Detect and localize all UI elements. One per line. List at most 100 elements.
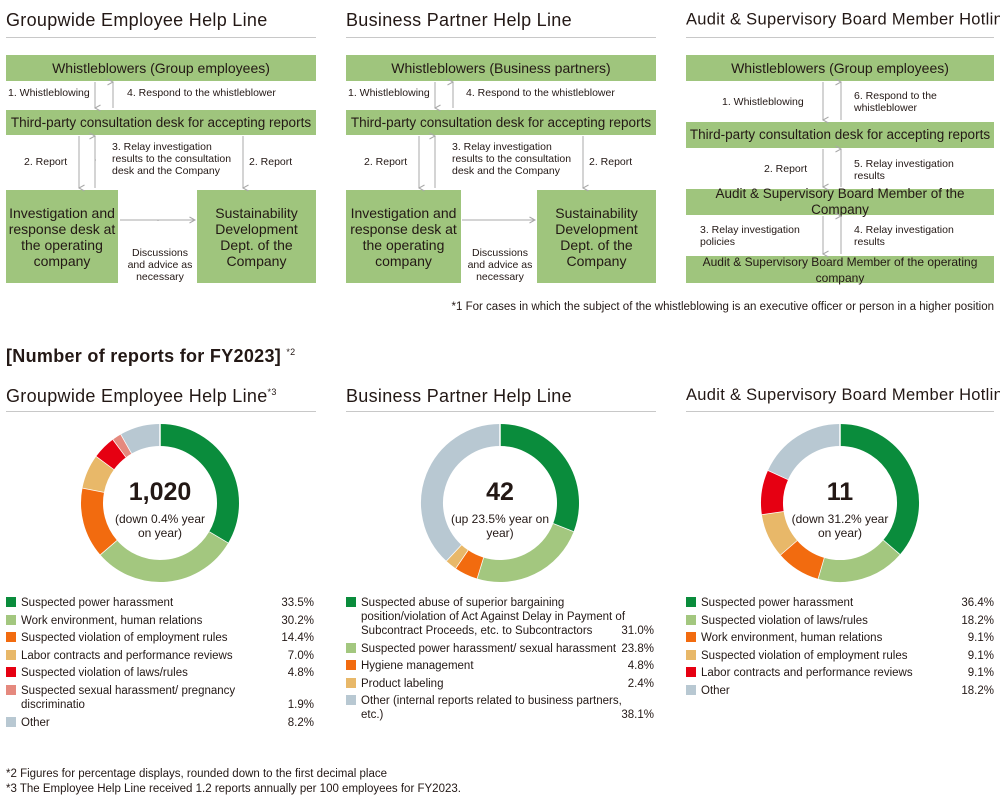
label-whistleblowing: 1. Whistleblowing — [348, 87, 430, 99]
whistleblowers-box: Whistleblowers (Group employees) — [6, 55, 316, 81]
footnote-2: *2 Figures for percentage displays, roun… — [6, 768, 387, 780]
donut-slice — [113, 434, 133, 458]
legend-swatch — [686, 614, 696, 625]
flow-title-employee: Groupwide Employee Help Line — [6, 10, 268, 30]
legend-item: Labor contracts and performance reviews 7… — [6, 649, 314, 663]
legend-item: Suspected violation of laws/rules 18.2% — [686, 614, 994, 628]
legend-value: 9.1% — [967, 667, 994, 680]
legend-value: 23.8% — [621, 642, 654, 655]
legend-item: Suspected power harassment 36.4% — [686, 596, 994, 610]
legend-item: Suspected violation of laws/rules 4.8% — [6, 666, 314, 680]
legend-value: 2.4% — [627, 677, 654, 690]
legend-value: 36.4% — [961, 597, 994, 609]
legend-swatch — [686, 649, 696, 660]
legend-swatch — [686, 632, 696, 643]
investigation-desk-box: Investigation and response desk at the o… — [6, 190, 118, 283]
legend-item: Suspected violation of employment rules 1… — [6, 631, 314, 645]
donut-total: 42 — [486, 478, 514, 506]
label-discussions: Discussions and advice as necessary — [127, 247, 193, 283]
footnote-3: *3 The Employee Help Line received 1.2 r… — [6, 783, 461, 795]
legend-item: Suspected sexual harassment/ pregnancy d… — [6, 684, 314, 712]
legend-value: 18.2% — [961, 684, 994, 697]
legend-value: 7.0% — [287, 649, 314, 662]
legend-label: Work environment, human relations — [21, 614, 203, 627]
legend-partner: Suspected abuse of superior bargaining p… — [346, 596, 654, 726]
label-relay-results-2: 4. Relay investigation results — [854, 224, 954, 248]
legend-swatch — [6, 716, 16, 727]
legend-label: Suspected power harassment — [701, 597, 854, 609]
footnote-1: *1 For cases in which the subject of the… — [451, 301, 995, 313]
legend-swatch — [6, 684, 16, 695]
legend-value: 8.2% — [287, 716, 314, 729]
label-relay-policies: 3. Relay investigation policies — [700, 224, 800, 248]
label-whistleblowing: 1. Whistleblowing — [722, 96, 804, 108]
label-whistleblowing: 1. Whistleblowing — [8, 87, 90, 99]
label-report-left: 2. Report — [24, 156, 68, 168]
legend-item: Hygiene management 4.8% — [346, 659, 654, 673]
legend-item: Suspected violation of employment rules 9… — [686, 649, 994, 663]
consultation-desk-box: Third-party consultation desk for accept… — [6, 110, 316, 135]
legend-label: Suspected violation of laws/rules — [701, 614, 868, 627]
legend-swatch — [686, 667, 696, 678]
legend-item: Other 18.2% — [686, 684, 994, 698]
investigation-desk-box: Investigation and response desk at the o… — [346, 190, 461, 283]
donut-slice — [761, 510, 798, 555]
legend-item: Product labeling 2.4% — [346, 677, 654, 691]
legend-swatch — [346, 695, 356, 706]
donut-center-audit: 11 (down 31.2% year on year) — [780, 478, 900, 540]
legend-item: Other (internal reports related to busin… — [346, 694, 654, 722]
donut-center-employee: 1,020 (down 0.4% year on year) — [100, 478, 220, 540]
donut-slice — [81, 487, 118, 555]
donut-slice — [761, 470, 789, 515]
legend-value: 4.8% — [627, 660, 654, 673]
legend-item: Suspected power harassment/ sexual haras… — [346, 642, 654, 656]
donut-slice — [499, 424, 579, 532]
legend-value: 30.2% — [281, 614, 314, 627]
legend-employee: Suspected power harassment 33.5% Work envi… — [6, 596, 314, 733]
divider — [6, 411, 316, 412]
chart-title-employee: Groupwide Employee Help Line*3 — [6, 386, 277, 406]
legend-label: Suspected sexual harassment/ pregnancy d… — [21, 684, 236, 711]
donut-slice — [839, 424, 919, 555]
donut-center-partner: 42 (up 23.5% year on year) — [440, 478, 560, 540]
label-respond: 6. Respond to the whistleblower — [854, 90, 937, 114]
whistleblowers-box: Whistleblowers (Group employees) — [686, 55, 994, 81]
flow-title-audit: Audit & Supervisory Board Member Hotline… — [686, 10, 1000, 29]
legend-value: 18.2% — [961, 614, 994, 627]
legend-swatch — [6, 597, 16, 607]
label-relay: 3. Relay investigation results to the co… — [112, 141, 232, 177]
legend-item: Suspected abuse of superior bargaining p… — [346, 596, 654, 638]
legend-item: Work environment, human relations 9.1% — [686, 631, 994, 645]
label-respond: 4. Respond to the whistleblower — [466, 87, 615, 99]
legend-swatch — [6, 667, 16, 678]
donut-slice — [82, 456, 115, 493]
donut-slice — [455, 549, 484, 579]
divider — [346, 37, 656, 38]
donut-total-note: (up 23.5% year on year) — [450, 512, 550, 540]
sustainability-dept-box: Sustainability Development Dept. of the … — [537, 190, 656, 283]
donut-total-note: (down 31.2% year on year) — [791, 512, 889, 540]
consultation-desk-box: Third-party consultation desk for accept… — [346, 110, 656, 135]
flow-title-partner: Business Partner Help Line — [346, 10, 572, 30]
donut-total-note: (down 0.4% year on year) — [114, 512, 206, 540]
legend-value: 9.1% — [967, 632, 994, 645]
legend-swatch — [686, 597, 696, 607]
legend-swatch — [6, 632, 16, 643]
donut-slice — [817, 539, 900, 582]
whistleblowers-box: Whistleblowers (Business partners) — [346, 55, 656, 81]
donut-total: 11 — [826, 478, 854, 506]
legend-value: 33.5% — [281, 597, 314, 609]
legend-label: Suspected power harassment/ sexual haras… — [361, 642, 617, 655]
donut-slice — [100, 531, 228, 582]
donut-slice — [476, 523, 574, 582]
sustainability-dept-box: Sustainability Development Dept. of the … — [197, 190, 316, 283]
operating-audit-member-box: Audit & Supervisory Board Member of the … — [686, 255, 994, 285]
divider — [686, 37, 994, 38]
legend-swatch — [6, 649, 16, 660]
label-report-left: 2. Report — [364, 156, 408, 168]
divider — [346, 411, 656, 412]
legend-value: 1.9% — [287, 698, 314, 711]
legend-label: Suspected violation of laws/rules — [21, 667, 188, 680]
